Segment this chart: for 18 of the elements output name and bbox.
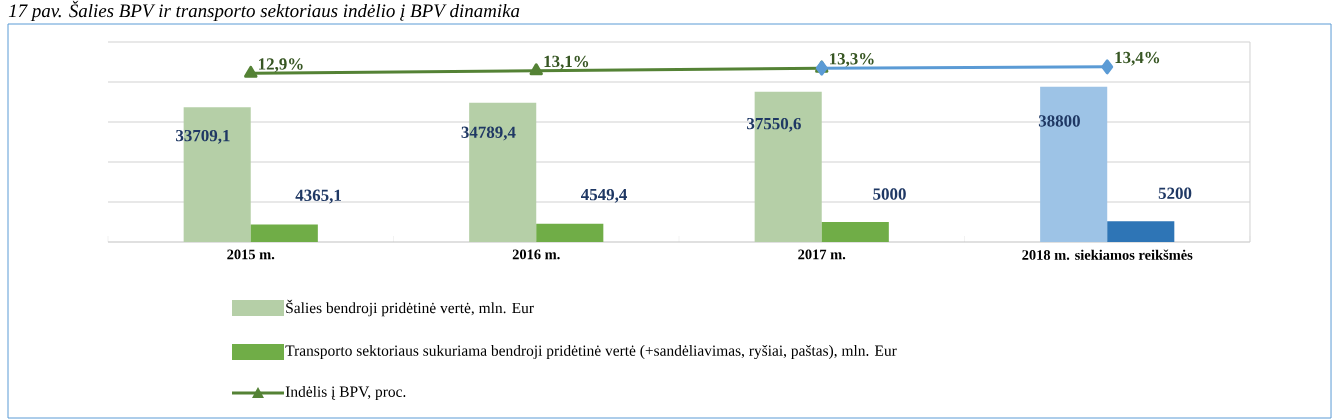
data-label: 5200 [1158, 187, 1192, 199]
data-label: 13,1% [544, 55, 589, 70]
chart-title: 17 pav. Šalies BPV ir transporto sektoriaus indėlio į BPV dinamika [8, 0, 520, 22]
data-label: 13,4% [1115, 51, 1160, 66]
data-label: 12,9% [259, 58, 303, 73]
data-label: 5000 [873, 188, 906, 200]
data-label: 13,3% [830, 53, 874, 67]
data-label: 38800 [1038, 115, 1080, 127]
x-tick-label: 2018 m. siekiamos reikšmės [1022, 249, 1193, 260]
x-tick-label: 2017 m. [798, 249, 846, 260]
data-label: 4365,1 [295, 189, 341, 204]
x-tick-label: 2016 m. [512, 249, 560, 260]
data-label: 4549,4 [580, 188, 628, 203]
legend-label: Šalies bendroji pridėtinė vertė, mln. Eur [286, 299, 534, 317]
legend-label: Transporto sektoriaus sukuriama bendroji pridėtinė vertė (+sandėliavimas, ryšiai, paštas), mln. Eur [285, 344, 897, 360]
data-label: 37550,6 [747, 117, 801, 132]
legend-label: Indėlis į BPV, proc. [285, 386, 406, 400]
x-tick-label: 2015 m. [227, 249, 275, 260]
